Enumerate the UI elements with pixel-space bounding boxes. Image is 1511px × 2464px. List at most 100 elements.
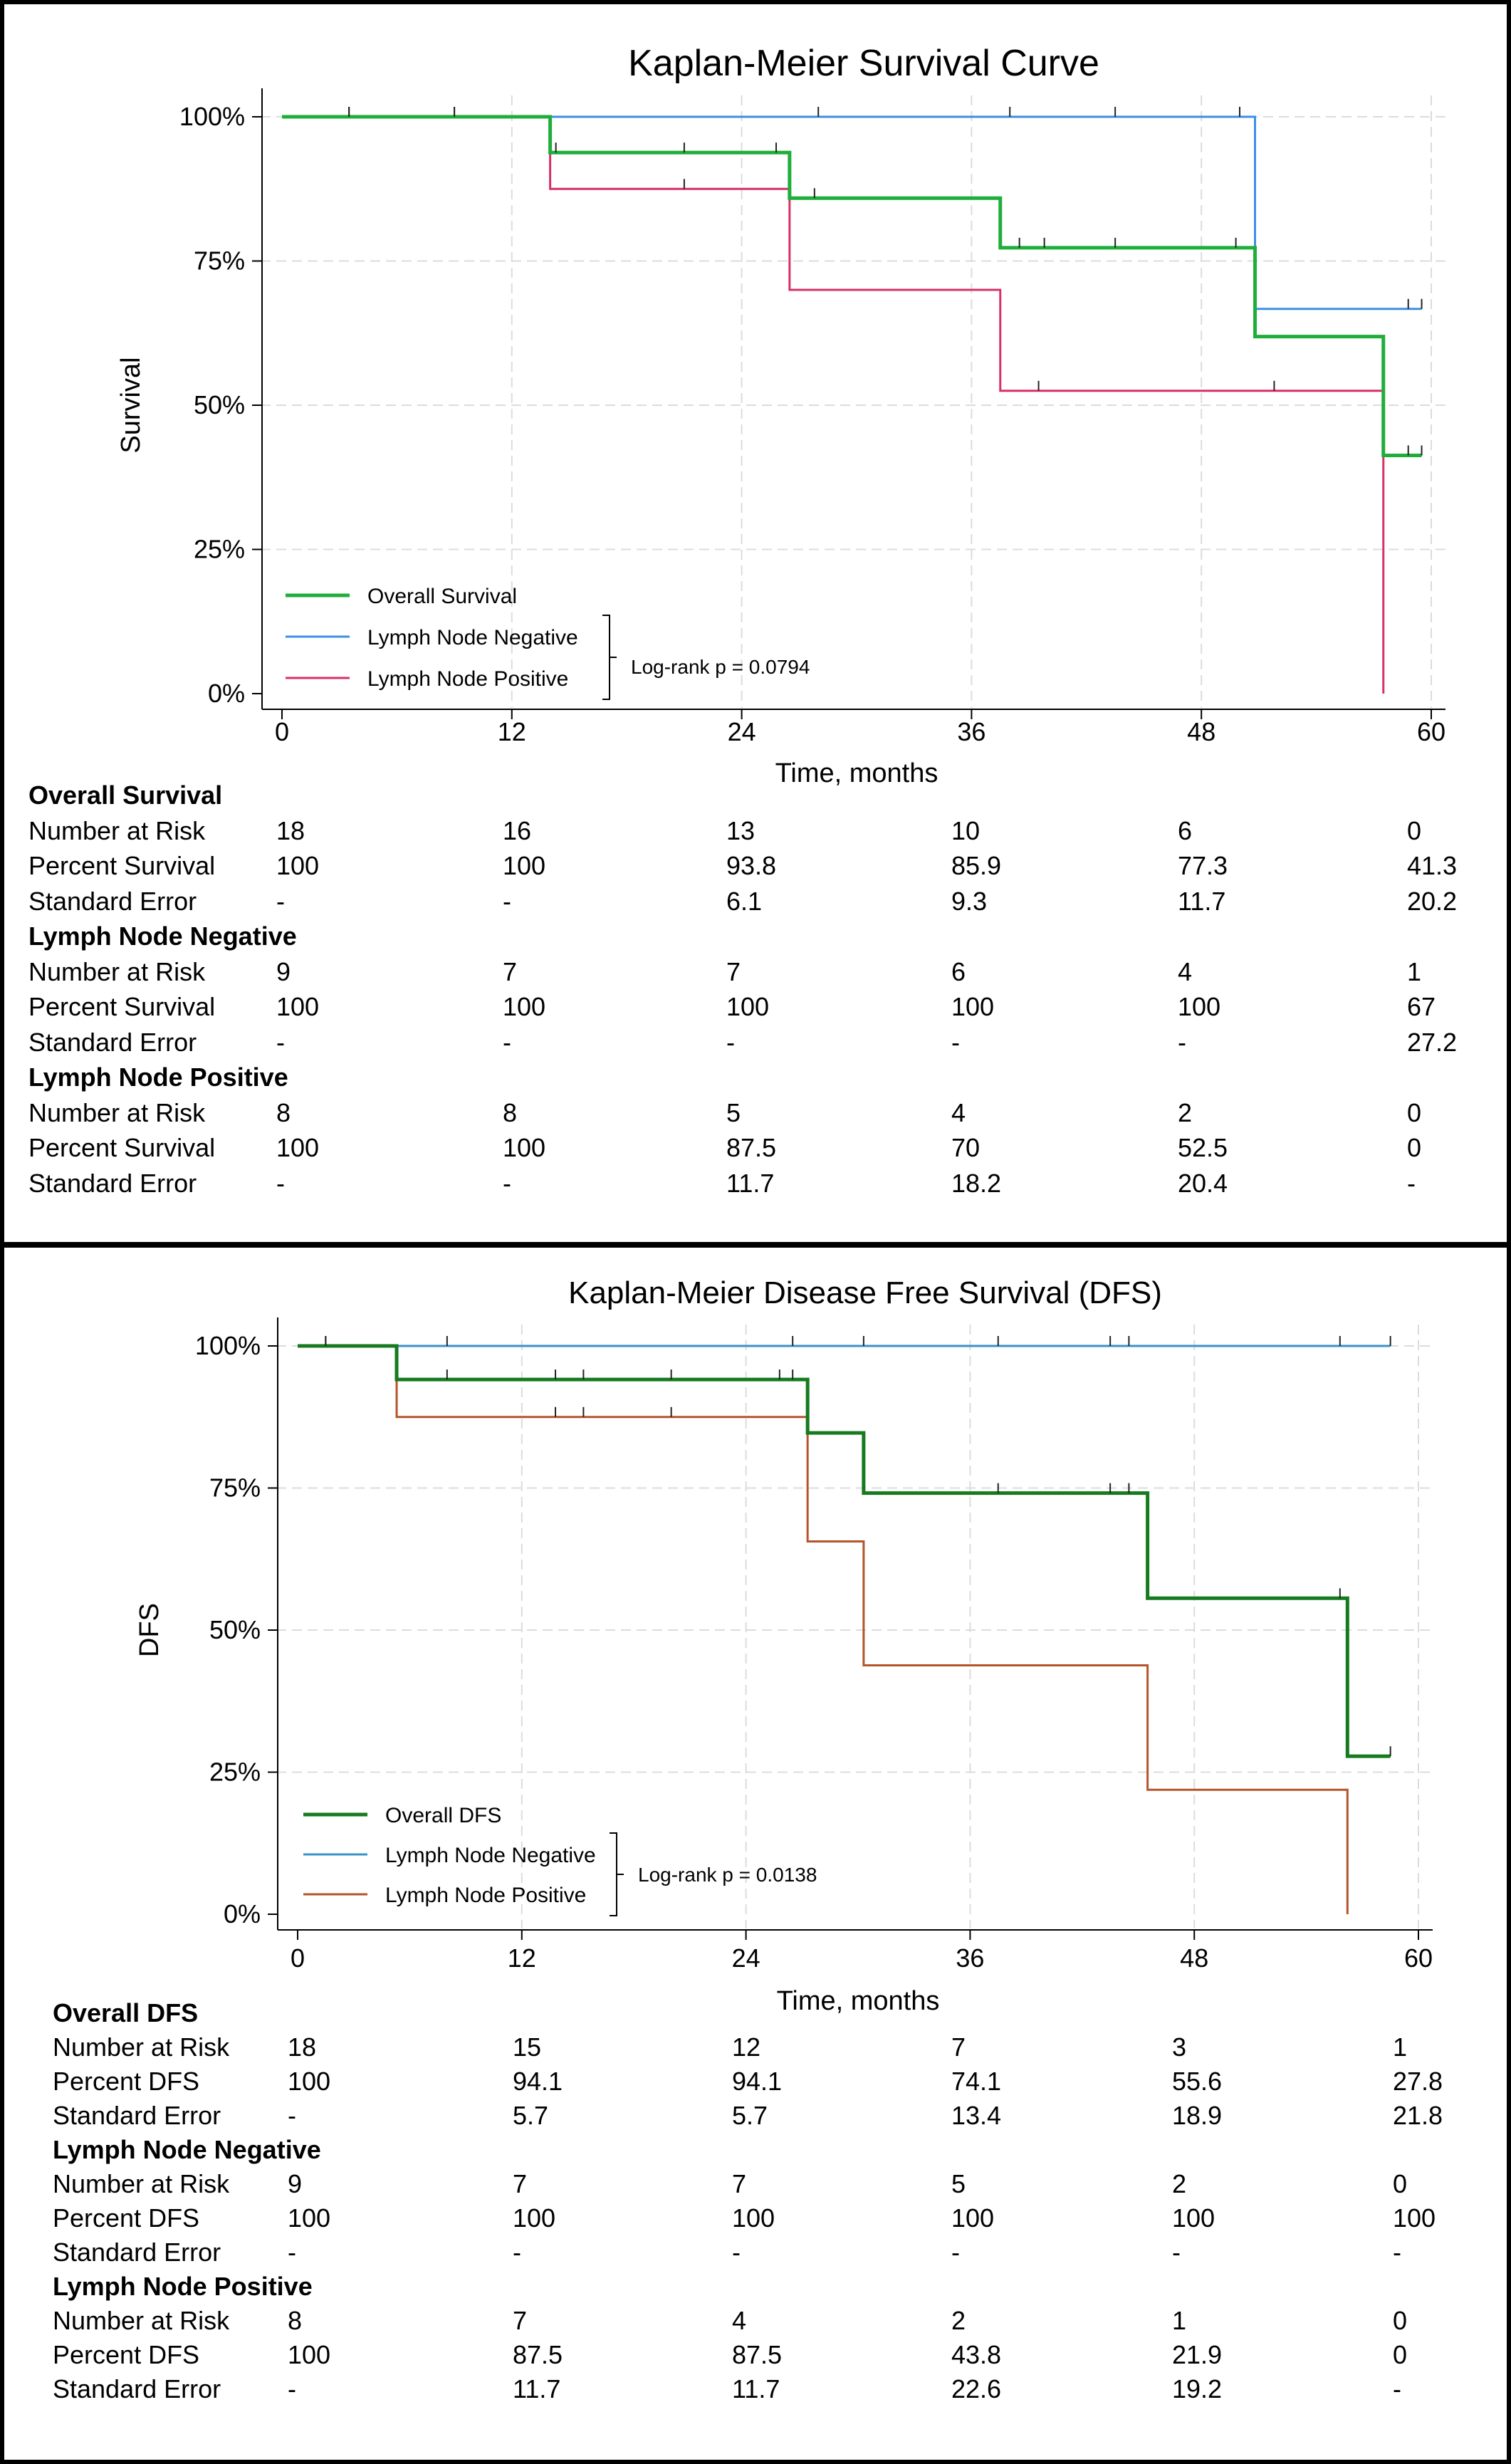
table-cell: 2 [1178, 1097, 1193, 1127]
table-cell: 74.1 [951, 2067, 1002, 2096]
table-cell: 41.3 [1407, 851, 1458, 880]
table-cell: 5.7 [513, 2101, 549, 2130]
table-cell: - [276, 886, 285, 916]
table-cell: 87.5 [732, 2340, 783, 2369]
x-tick-label: 36 [957, 717, 985, 746]
group-title: Lymph Node Negative [53, 2135, 321, 2164]
table-cell: 7 [513, 2306, 528, 2335]
y-tick-label: 0% [224, 1899, 261, 1928]
table-cell: 18 [276, 815, 305, 845]
table-cell: - [951, 2238, 960, 2267]
table-cell: 5 [726, 1097, 741, 1127]
table-cell: 100 [288, 2340, 331, 2369]
table-cell: 100 [503, 851, 546, 880]
table-cell: 9 [276, 956, 291, 986]
row-label: Number at Risk [28, 815, 206, 845]
row-label: Number at Risk [28, 1097, 206, 1127]
table-cell: - [288, 2374, 296, 2403]
table-cell: 94.1 [732, 2067, 783, 2096]
table-cell: 6.1 [726, 886, 763, 916]
x-tick-label: 12 [508, 1943, 536, 1973]
table-cell: 11.7 [732, 2374, 780, 2403]
table-cell: - [503, 886, 511, 916]
table-cell: 9 [288, 2169, 303, 2198]
row-label: Standard Error [53, 2374, 221, 2403]
x-axis-label: Time, months [775, 758, 939, 788]
series-line-overall-dfs [298, 1344, 1391, 1758]
table-cell: - [726, 1027, 735, 1057]
table-cell: 0 [1407, 1133, 1422, 1162]
table-cell: - [288, 2238, 296, 2267]
table-cell: 100 [276, 851, 320, 880]
table-cell: 12 [732, 2032, 761, 2062]
table-cell: 100 [288, 2203, 331, 2233]
table-cell: 100 [951, 992, 995, 1021]
table-cell: 16 [503, 815, 532, 845]
table-cell: - [1178, 1027, 1186, 1057]
table-cell: - [276, 1027, 285, 1057]
table-cell: 9.3 [951, 886, 988, 916]
table-cell: 27.2 [1407, 1027, 1458, 1057]
row-label: Percent Survival [28, 1133, 216, 1162]
chart-title: Kaplan-Meier Disease Free Survival (DFS) [568, 1275, 1162, 1310]
table-cell: - [732, 2238, 741, 2267]
series-line-lymph-node-positive [298, 1345, 1349, 1914]
row-label: Percent Survival [28, 992, 216, 1021]
table-cell: 0 [1393, 2306, 1408, 2335]
table-cell: 21.9 [1172, 2340, 1223, 2369]
table-cell: 93.8 [726, 851, 777, 880]
group-title: Overall Survival [28, 781, 223, 810]
legend-label: Overall DFS [385, 1804, 501, 1827]
table-cell: 10 [951, 815, 981, 845]
x-tick-label: 0 [291, 1943, 305, 1973]
table-cell: 5 [951, 2169, 966, 2198]
table-cell: 20.4 [1178, 1168, 1228, 1198]
y-tick-label: 25% [209, 1758, 261, 1787]
table-cell: - [1407, 1168, 1416, 1198]
table-cell: 1 [1407, 956, 1422, 986]
table-cell: 100 [276, 1133, 320, 1162]
table-cell: 0 [1407, 1097, 1422, 1127]
row-label: Number at Risk [53, 2306, 230, 2335]
table-cell: 8 [503, 1097, 518, 1127]
table-cell: 7 [513, 2169, 528, 2198]
table-cell: 87.5 [513, 2340, 563, 2369]
survival-chart: Kaplan-Meier Survival Curve 0 12 24 36 48 60 0%… [116, 43, 1445, 788]
logrank-note: Log-rank p = 0.0138 [638, 1864, 817, 1886]
series-line-lymph-node-negative [282, 115, 1422, 310]
y-tick-label: 100% [195, 1331, 261, 1360]
dfs-panel: Kaplan-Meier Disease Free Survival (DFS)… [4, 1248, 1507, 2460]
x-tick-label: 60 [1417, 717, 1445, 746]
table-cell: 100 [1178, 992, 1221, 1021]
group-title: Lymph Node Positive [28, 1063, 288, 1092]
table-cell: 85.9 [951, 851, 1002, 880]
table-cell: 7 [951, 2032, 966, 2062]
table-cell: 8 [288, 2306, 303, 2335]
series-line-overall-survival [282, 115, 1422, 457]
row-label: Standard Error [28, 886, 197, 916]
table-cell: 100 [726, 992, 770, 1021]
table-cell: 18.9 [1172, 2101, 1223, 2130]
row-label: Percent DFS [53, 2203, 200, 2233]
table-cell: 3 [1172, 2032, 1187, 2062]
x-axis-label: Time, months [777, 1986, 940, 2016]
table-cell: 7 [732, 2169, 747, 2198]
table-cell: 18.2 [951, 1168, 1002, 1198]
table-cell: 43.8 [951, 2340, 1002, 2369]
x-tick-label: 48 [1180, 1943, 1208, 1973]
table-cell: 7 [503, 956, 518, 986]
table-cell: 67 [1407, 992, 1436, 1021]
table-cell: 4 [951, 1097, 966, 1127]
table-cell: 6 [1178, 815, 1193, 845]
table-cell: 100 [951, 2203, 995, 2233]
table-cell: 6 [951, 956, 966, 986]
table-cell: 5.7 [732, 2101, 768, 2130]
table-cell: - [503, 1168, 511, 1198]
y-tick-label: 50% [209, 1615, 261, 1644]
table-cell: 1 [1172, 2306, 1187, 2335]
table-cell: 20.2 [1407, 886, 1458, 916]
table-cell: 11.7 [726, 1168, 775, 1198]
y-tick-label: 100% [179, 102, 245, 131]
x-tick-label: 60 [1404, 1943, 1433, 1973]
row-label: Standard Error [28, 1168, 197, 1198]
